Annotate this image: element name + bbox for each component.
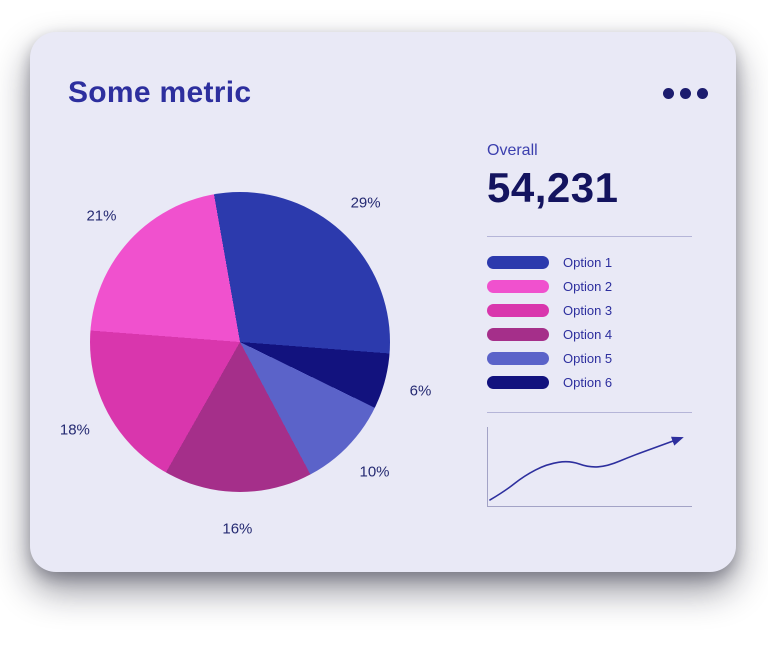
kebab-menu-icon <box>663 87 674 99</box>
legend-swatch <box>487 376 549 389</box>
legend-item: Option 2 <box>487 279 692 294</box>
pie-slice-label: 10% <box>359 463 390 481</box>
kebab-menu-icon <box>697 87 708 99</box>
legend-label: Option 6 <box>563 375 613 390</box>
kebab-menu-icon <box>680 87 691 99</box>
pie-slice-label: 16% <box>222 520 253 538</box>
pie-slice-label: 18% <box>59 421 90 439</box>
pie-area: 29% 6% 10% 16% 18% 21% <box>30 162 500 572</box>
trend-line-path <box>489 436 684 501</box>
legend-label: Option 1 <box>563 255 613 270</box>
card-title: Some metric <box>68 76 252 109</box>
overall-value: 54,231 <box>487 164 619 211</box>
pie-chart <box>90 192 390 492</box>
metric-card: Some metric 29% 6% 10% 16% 18% 21% Overall 54… <box>30 32 736 572</box>
legend-item: Option 6 <box>487 375 692 390</box>
pie-slice-label: 29% <box>350 194 381 212</box>
legend-item: Option 1 <box>487 255 692 270</box>
legend-label: Option 3 <box>563 303 613 318</box>
overall-label: Overall <box>487 142 538 159</box>
legend-label: Option 5 <box>563 351 613 366</box>
pie-slice-label: 6% <box>409 382 432 400</box>
divider <box>487 412 692 413</box>
menu-button[interactable] <box>661 82 710 105</box>
legend-swatch <box>487 352 549 365</box>
legend-swatch <box>487 304 549 317</box>
legend-swatch <box>487 328 549 341</box>
legend-item: Option 5 <box>487 351 692 366</box>
legend-swatch <box>487 280 549 293</box>
divider <box>487 236 692 237</box>
legend-swatch <box>487 256 549 269</box>
trend-chart-axes <box>487 427 692 507</box>
trend-sparkline <box>489 436 684 501</box>
legend-item: Option 3 <box>487 303 692 318</box>
pie-slice-label: 21% <box>86 207 117 225</box>
legend-label: Option 4 <box>563 327 613 342</box>
legend-label: Option 2 <box>563 279 613 294</box>
legend-item: Option 4 <box>487 327 692 342</box>
card-header: Some metric <box>30 32 736 110</box>
legend: Option 1 Option 2 Option 3 Option 4 Option 5… <box>487 255 692 390</box>
